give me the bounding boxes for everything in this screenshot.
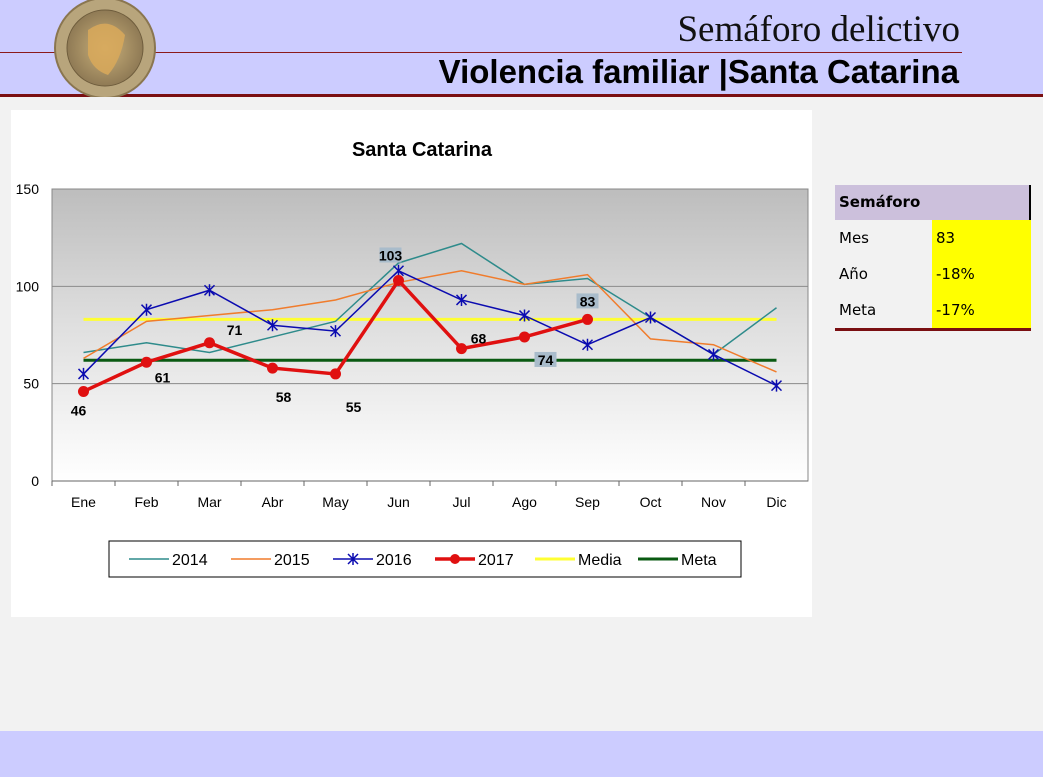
seal-logo <box>54 0 156 97</box>
series-marker-2017 <box>267 362 278 374</box>
legend-label: 2015 <box>274 552 310 569</box>
semaforo-table: Semáforo Mes 83 Año -18% Meta -17% <box>835 185 1031 331</box>
x-tick-label: Oct <box>640 494 662 510</box>
legend-label: 2014 <box>172 552 208 569</box>
series-marker-2017 <box>393 274 404 286</box>
y-tick-label: 150 <box>16 181 40 197</box>
series-marker-2016 <box>329 325 342 338</box>
header: Semáforo delictivo Violencia familiar |S… <box>0 0 1043 97</box>
x-tick-label: Feb <box>134 494 158 510</box>
x-tick-label: Dic <box>766 494 786 510</box>
legend-label: 2016 <box>376 552 412 569</box>
x-tick-label: May <box>322 494 348 510</box>
series-marker-2016 <box>644 311 657 324</box>
page-title: Semáforo delictivo <box>677 9 960 50</box>
y-tick-label: 100 <box>16 278 40 294</box>
series-marker-2016 <box>392 264 405 277</box>
y-tick-label: 50 <box>23 376 39 392</box>
semaforo-row-ano: Año -18% <box>835 256 1031 292</box>
series-marker-2016 <box>581 338 594 351</box>
series-marker-2017 <box>519 331 530 343</box>
y-tick-label: 0 <box>31 473 39 489</box>
data-label-bg <box>379 247 402 263</box>
series-line-2015 <box>83 269 777 373</box>
series-marker-2016 <box>770 379 783 392</box>
series-marker-2016 <box>77 367 90 380</box>
x-tick-label: Ago <box>512 494 537 510</box>
data-label-2017: 71 <box>227 322 243 338</box>
semaforo-row-meta: Meta -17% <box>835 292 1031 331</box>
row-label: Año <box>839 265 868 283</box>
x-tick-label: Mar <box>197 494 221 510</box>
series-marker-2016 <box>518 309 531 322</box>
x-tick-label: Jul <box>453 494 471 510</box>
row-value: 83 <box>932 220 1031 256</box>
data-label-2017: 61 <box>155 369 171 385</box>
x-tick-label: Nov <box>701 494 726 510</box>
data-label-2017: 83 <box>580 293 596 309</box>
series-marker-2017 <box>141 356 152 368</box>
data-label-2017: 68 <box>471 331 487 347</box>
row-value: -17% <box>932 292 1031 328</box>
x-tick-label: Abr <box>262 494 284 510</box>
series-marker-2016 <box>203 284 216 297</box>
header-divider <box>0 52 962 53</box>
data-label-bg <box>576 293 599 309</box>
series-marker-2017 <box>456 343 467 355</box>
page-subtitle: Violencia familiar |Santa Catarina <box>438 53 959 90</box>
legend-marker <box>347 553 359 565</box>
series-marker-2017 <box>330 368 341 380</box>
line-chart: Santa Catarina 0 50 100 150 Ene Feb Mar Abr May J… <box>16 139 809 578</box>
semaforo-header: Semáforo <box>835 185 1031 220</box>
chart-panel: Santa Catarina 0 50 100 150 Ene Feb Mar Abr May J… <box>11 110 812 617</box>
chart-title: Santa Catarina <box>352 139 493 161</box>
data-label-2017: 103 <box>379 247 403 263</box>
series-marker-2016 <box>266 319 279 332</box>
series-marker-2016 <box>140 303 153 316</box>
legend <box>108 540 742 578</box>
data-label-2017: 46 <box>71 402 87 418</box>
series-marker-2016 <box>455 293 468 306</box>
series-marker-2017 <box>204 337 215 349</box>
data-label-bg <box>534 351 557 367</box>
semaforo-row-mes: Mes 83 <box>835 220 1031 256</box>
data-label-2017: 55 <box>346 399 362 415</box>
series-marker-2017 <box>78 385 89 397</box>
data-label-2017: 74 <box>538 352 554 368</box>
legend-label: Meta <box>681 552 717 569</box>
x-tick-label: Sep <box>575 494 600 510</box>
series-marker-2017 <box>582 313 593 325</box>
data-label-2017: 58 <box>276 389 292 405</box>
legend-label: Media <box>578 552 622 569</box>
row-label: Mes <box>839 229 869 247</box>
footer-band <box>0 731 1043 777</box>
legend-marker <box>450 554 460 564</box>
plot-area <box>51 188 809 482</box>
x-tick-label: Ene <box>71 494 96 510</box>
series-marker-2016 <box>707 348 720 361</box>
row-value: -18% <box>932 256 1031 292</box>
legend-label: 2017 <box>478 552 514 569</box>
row-label: Meta <box>839 301 877 319</box>
series-line-2016 <box>82 269 777 387</box>
x-tick-label: Jun <box>387 494 410 510</box>
